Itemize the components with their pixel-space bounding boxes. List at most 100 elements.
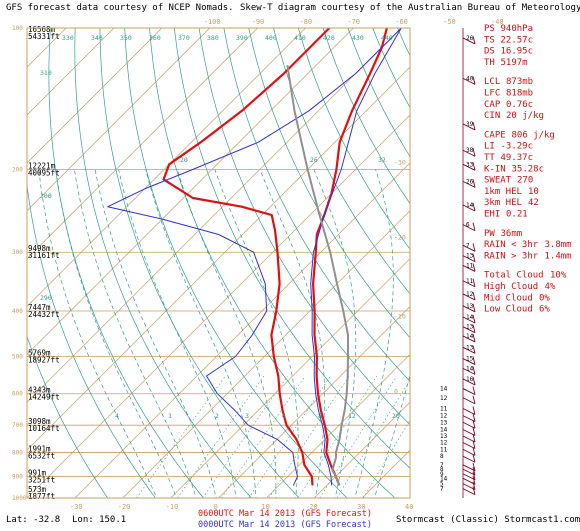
stat-value-0: 940hPa [501, 24, 534, 34]
moist-adiabat-10 [145, 169, 257, 498]
isotherm--60 [27, 28, 402, 403]
stat-label-16: PW [484, 229, 495, 239]
barb-flag [472, 427, 476, 436]
stat-label-9: LI [484, 142, 495, 152]
wind-speed-11: 11 [466, 278, 474, 285]
barb-flag [472, 454, 476, 463]
moist-adiabat-6 [118, 169, 237, 498]
theta-label-400: 400 [265, 34, 277, 42]
temp-tick--30: -30 [70, 503, 83, 511]
wind-barbs: 2640393833261467131111121314131413151416… [440, 28, 476, 498]
iso-right--20: -20 [394, 234, 406, 242]
wind-speed-22: 12 [440, 395, 448, 402]
barb-shaft [462, 378, 476, 386]
isotherm--30 [74, 162, 410, 498]
barb-shaft [462, 123, 476, 131]
mixing-label-2: 2 [215, 412, 219, 420]
theta-label-350: 350 [120, 34, 132, 42]
mixing-label-4: 4 [115, 412, 119, 420]
mid-label-26: 26 [310, 156, 318, 164]
stat-label-21: Mid Cloud [484, 293, 533, 303]
temp-tick--20: -20 [118, 503, 131, 511]
pressure-label-1000: 1000 [12, 495, 27, 502]
theta-left-300: 300 [40, 192, 52, 200]
stat-label-0: PS [484, 24, 495, 34]
chart-grid [27, 28, 410, 498]
isotherm-10 [266, 353, 410, 498]
barb-shaft [462, 255, 476, 263]
stat-label-2: DS [484, 47, 495, 57]
dry-adiabat-330 [198, 28, 410, 426]
height-ft-9: 1877ft [28, 492, 55, 501]
mid-label-32: 32 [378, 156, 386, 164]
pressure-label-300: 300 [12, 249, 23, 256]
barb-flag [472, 462, 476, 471]
height-ft-2: 31161ft [28, 251, 60, 260]
run-red-label: 0600UTC Mar 14 2013 (GFS Forecast) [198, 509, 372, 519]
barb-flag [472, 291, 476, 301]
barb-flag [472, 121, 476, 131]
pressure-label-400: 400 [12, 308, 23, 315]
stat-value-13: 10 [528, 187, 539, 197]
height-ft-1: 40095ft [28, 168, 60, 177]
stat-value-16: 36mm [501, 229, 523, 239]
wind-barb-17 [462, 345, 476, 354]
stat-value-7: 20 j/kg [506, 111, 544, 121]
stat-label-12: SWEAT [484, 176, 512, 186]
wind-barb-11 [462, 278, 476, 288]
barb-shaft [462, 280, 476, 288]
barb-flag [472, 345, 476, 354]
mixing-label-20: 20 [392, 412, 400, 420]
barb-shaft [462, 468, 476, 476]
top-tick--90: -90 [252, 18, 265, 26]
height-m-7: 1991m [28, 444, 51, 453]
top-tick--80: -80 [300, 18, 313, 26]
barb-flag [472, 243, 476, 252]
height-m-2: 9498m [28, 244, 51, 253]
dry-adiabat-280 [74, 28, 252, 498]
wind-barb-25 [462, 420, 476, 429]
moist-adiabat--6 [55, 169, 177, 498]
mixing-ratio-3 [202, 375, 288, 498]
stat-value-12: 270 [517, 176, 533, 186]
footer-lat: Lat: -32.8 [6, 515, 60, 525]
wind-barb-0 [462, 35, 476, 45]
stat-value-21: 0% [539, 293, 550, 303]
iso-right--30: -30 [394, 158, 406, 166]
isotherm-0 [218, 306, 410, 498]
isotherm--110 [27, 28, 163, 164]
pressure-label-600: 600 [12, 391, 23, 398]
barb-shaft [462, 464, 476, 472]
footer-lon: Lon: 150.1 [72, 515, 126, 525]
wind-speed-6: 14 [466, 202, 474, 209]
wind-speed-30: 8 [440, 453, 444, 460]
moist-adiabat-26 [313, 169, 357, 498]
stat-value-8: 806 j/kg [512, 130, 555, 140]
barb-flag [472, 376, 476, 386]
wind-barb-2 [462, 121, 476, 131]
barb-flag [472, 466, 476, 476]
temp-tick--10: -10 [166, 503, 179, 511]
top-tick--40: -40 [491, 18, 504, 26]
chart-series [107, 28, 402, 486]
wind-barb-31 [462, 462, 476, 472]
barb-flag [472, 420, 476, 429]
barb-shaft [462, 346, 476, 354]
wind-speed-36: 7 [440, 486, 444, 493]
temp-tick-0: 0 [214, 503, 218, 511]
barb-shaft [462, 37, 476, 45]
barb-flag [472, 406, 476, 415]
barb-flag [472, 222, 476, 231]
top-tick--100: -100 [204, 18, 221, 26]
wind-speed-8: 7 [466, 242, 470, 249]
pressure-label-100: 100 [12, 25, 23, 32]
moist-adiabat-2 [94, 169, 217, 498]
barb-flag [472, 179, 476, 188]
theta-label-370: 370 [178, 34, 190, 42]
wind-barb-5 [462, 179, 476, 188]
mid-label-20: 20 [180, 156, 188, 164]
stat-label-20: High Cloud [484, 282, 538, 292]
wind-barb-36 [462, 486, 476, 496]
stat-label-17: RAIN < 3hr [484, 240, 539, 250]
wind-barb-12 [462, 291, 476, 301]
